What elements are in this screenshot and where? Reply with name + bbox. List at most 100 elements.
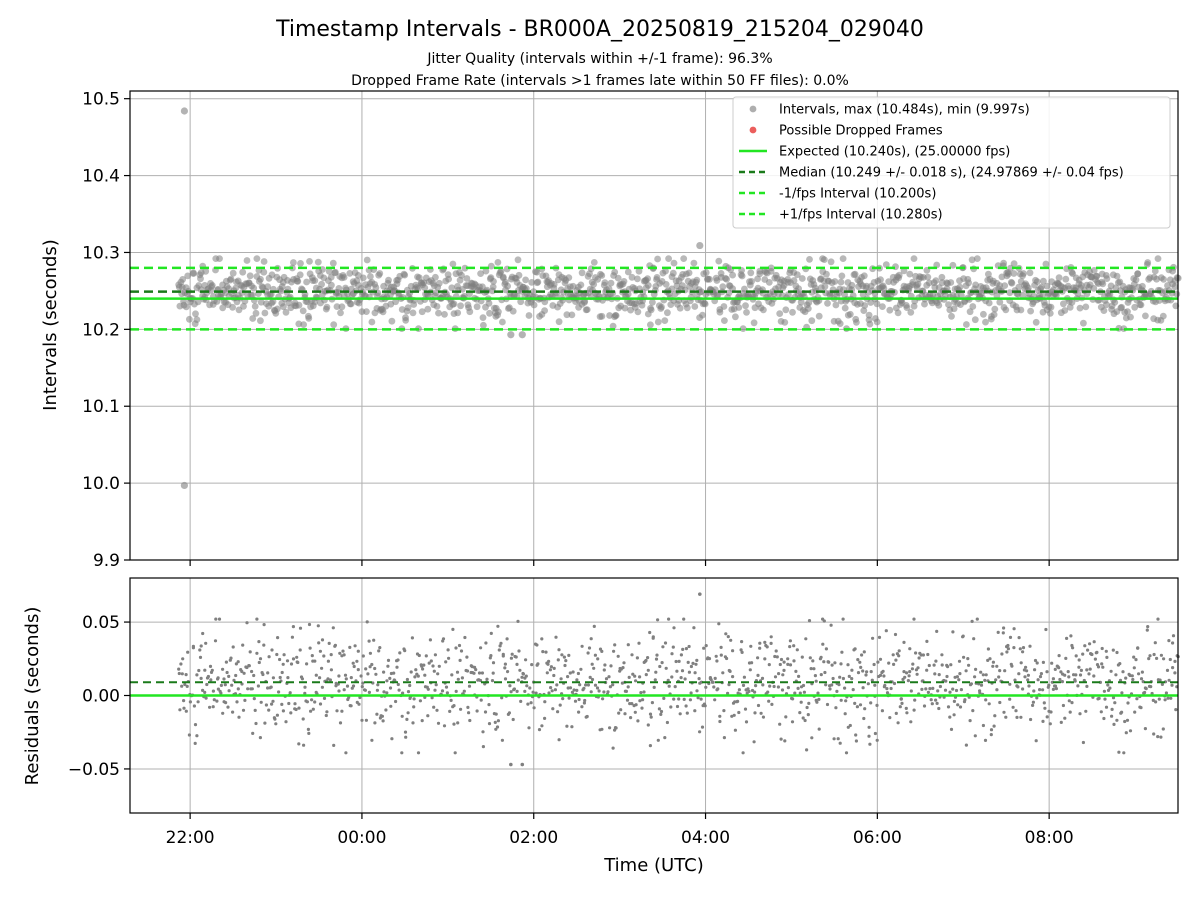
residual-point xyxy=(650,701,655,705)
intervals-y-tick-label: 10.2 xyxy=(82,320,120,340)
residual-point xyxy=(216,687,220,691)
residual-point xyxy=(1048,722,1052,726)
residual-point xyxy=(528,686,532,690)
residual-point xyxy=(1133,710,1137,714)
intervals-y-axis-label: Intervals (seconds) xyxy=(40,239,61,411)
interval-point xyxy=(479,314,487,321)
residual-point xyxy=(520,675,524,679)
residual-point xyxy=(234,662,238,666)
residual-point xyxy=(554,635,558,639)
interval-point xyxy=(1142,312,1149,320)
interval-point xyxy=(487,262,495,270)
residual-point xyxy=(412,705,416,709)
residual-point xyxy=(558,703,562,707)
residual-point xyxy=(410,636,414,640)
residual-point xyxy=(722,736,727,740)
interval-point xyxy=(541,298,549,306)
residual-point xyxy=(258,736,262,740)
residual-point xyxy=(674,659,678,664)
residual-point xyxy=(763,640,767,645)
residual-point xyxy=(257,660,261,665)
interval-point xyxy=(993,292,1001,299)
residual-point xyxy=(617,711,621,715)
residual-point xyxy=(1002,710,1006,714)
interval-point xyxy=(515,271,523,279)
residual-point xyxy=(417,653,421,658)
residual-point xyxy=(348,645,352,650)
residual-point xyxy=(182,706,186,710)
interval-point xyxy=(1144,259,1152,266)
interval-point xyxy=(306,258,313,265)
residual-point xyxy=(231,710,235,714)
residual-point xyxy=(306,727,310,732)
residual-point xyxy=(424,654,428,658)
residual-point xyxy=(998,700,1002,705)
residual-point xyxy=(390,737,394,741)
residual-point xyxy=(889,686,893,691)
residual-point xyxy=(1035,696,1039,700)
residual-point xyxy=(659,709,664,714)
interval-point xyxy=(767,264,775,272)
residual-point xyxy=(973,734,977,738)
residual-point xyxy=(534,691,538,695)
residual-point xyxy=(679,676,683,680)
residual-point xyxy=(454,646,458,650)
residual-point xyxy=(318,676,322,680)
residual-point xyxy=(1124,731,1128,735)
interval-point xyxy=(435,309,442,317)
x-tick-label: 00:00 xyxy=(337,828,386,848)
residual-point xyxy=(971,709,975,713)
interval-point xyxy=(1124,308,1131,315)
interval-point xyxy=(249,315,257,322)
interval-point xyxy=(715,257,723,265)
residual-point xyxy=(593,683,598,687)
residual-point xyxy=(412,697,416,701)
residual-point xyxy=(430,696,434,700)
residual-point xyxy=(571,670,575,674)
residual-point xyxy=(311,707,315,711)
residual-point xyxy=(555,683,559,687)
residual-point xyxy=(805,748,809,752)
residual-point xyxy=(614,726,618,730)
interval-point xyxy=(449,260,457,268)
residual-point xyxy=(508,684,512,688)
residual-point xyxy=(691,661,695,666)
residual-point xyxy=(225,670,229,675)
interval-point xyxy=(760,306,767,314)
residual-point xyxy=(589,637,593,641)
residual-point xyxy=(557,648,561,652)
residual-point xyxy=(994,678,998,682)
residual-point xyxy=(436,672,440,676)
residual-point xyxy=(318,702,323,706)
residual-point xyxy=(1043,706,1047,710)
interval-point xyxy=(815,312,823,320)
residual-point xyxy=(564,659,568,663)
residual-point xyxy=(979,670,983,674)
interval-point xyxy=(739,325,747,332)
residual-point xyxy=(801,716,805,720)
residual-point xyxy=(646,656,650,660)
interval-point xyxy=(421,284,429,292)
residual-point xyxy=(498,644,502,648)
residual-point xyxy=(1106,688,1111,693)
residual-point xyxy=(277,690,281,694)
interval-point xyxy=(990,311,998,318)
residual-point xyxy=(288,691,292,695)
residual-point xyxy=(1010,664,1014,668)
residual-point xyxy=(940,653,944,657)
interval-point xyxy=(257,275,264,283)
interval-point xyxy=(485,299,493,307)
residual-point xyxy=(446,648,450,652)
residual-point xyxy=(815,700,819,704)
residual-point xyxy=(241,643,245,647)
residual-point xyxy=(824,683,828,687)
residual-point xyxy=(275,713,279,717)
interval-point xyxy=(723,275,730,283)
residual-point xyxy=(1023,675,1027,679)
residual-point xyxy=(1090,652,1094,657)
residual-point xyxy=(320,638,325,642)
residual-point xyxy=(763,657,767,661)
x-tick-label: 08:00 xyxy=(1025,828,1074,848)
interval-point xyxy=(721,317,728,324)
residual-point xyxy=(302,743,306,747)
